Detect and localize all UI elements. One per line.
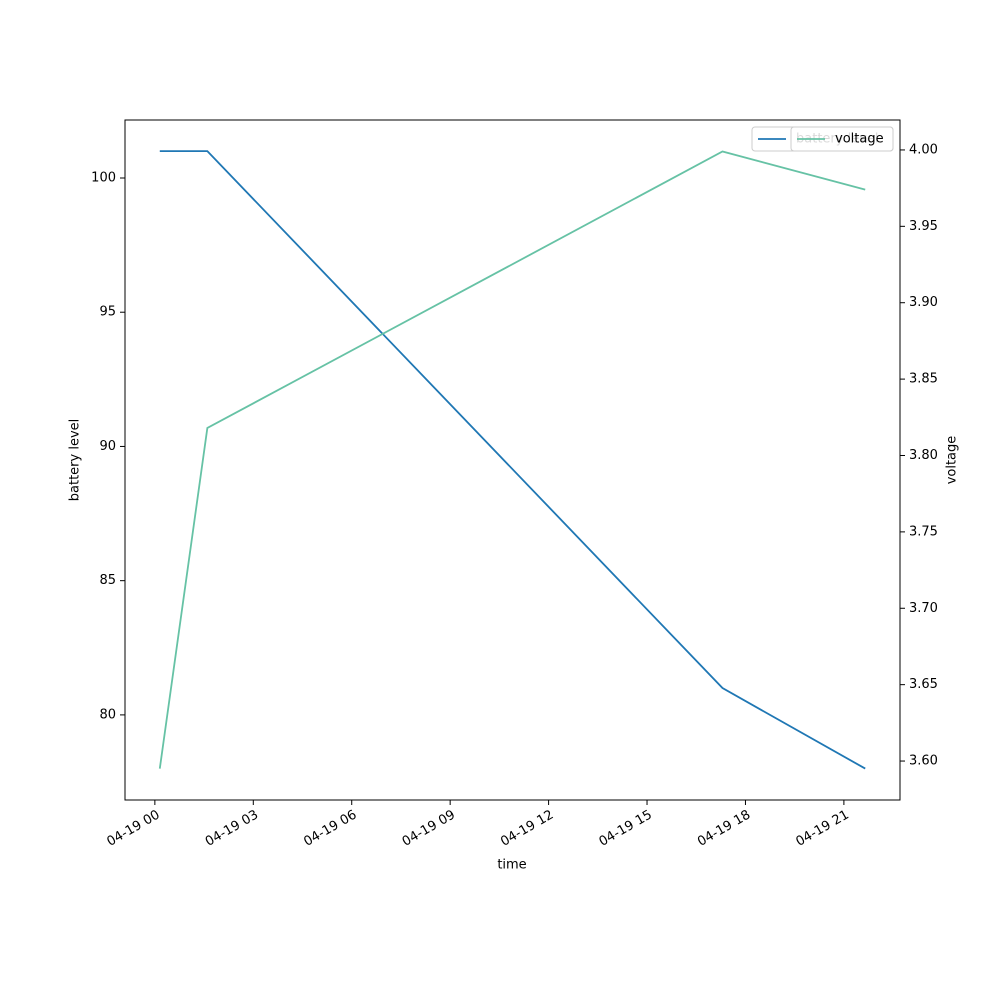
x-tick-label: 04-19 15 bbox=[597, 808, 655, 850]
y2-axis-label: voltage bbox=[945, 436, 960, 485]
y2-tick-label: 3.95 bbox=[909, 219, 938, 234]
legend-box bbox=[790, 126, 894, 152]
plot-frame bbox=[124, 119, 901, 801]
legend-label: voltage bbox=[835, 132, 884, 147]
y2-tick-label: 3.70 bbox=[909, 601, 938, 616]
x-tick-label: 04-19 12 bbox=[498, 808, 556, 850]
data-line bbox=[159, 150, 866, 770]
data-line bbox=[158, 150, 866, 769]
y2-tick-label: 3.60 bbox=[909, 754, 938, 769]
x-axis-label: time bbox=[497, 858, 526, 873]
x-tick-label: 04-19 21 bbox=[794, 808, 852, 850]
y2-tick-label: 3.65 bbox=[909, 677, 938, 692]
y2-tick-label: 3.90 bbox=[909, 295, 938, 310]
y2-tick-label: 3.80 bbox=[909, 448, 938, 463]
y2-tick-label: 3.75 bbox=[909, 524, 938, 539]
y-axis-label: battery level bbox=[68, 419, 83, 502]
y-tick-label: 85 bbox=[99, 573, 116, 588]
x-tick-label: 04-19 00 bbox=[104, 808, 162, 850]
x-tick-label: 04-19 06 bbox=[301, 808, 359, 850]
y2-tick-label: 3.85 bbox=[909, 372, 938, 387]
y-tick-label: 90 bbox=[99, 439, 116, 454]
y-tick-label: 80 bbox=[99, 707, 116, 722]
x-tick-label: 04-19 18 bbox=[695, 808, 753, 850]
y-tick-label: 95 bbox=[99, 305, 116, 320]
x-tick-label: 04-19 09 bbox=[400, 808, 458, 850]
y2-tick-label: 4.00 bbox=[909, 142, 938, 157]
x-tick-label: 04-19 03 bbox=[203, 808, 261, 850]
y-tick-label: 100 bbox=[91, 170, 116, 185]
